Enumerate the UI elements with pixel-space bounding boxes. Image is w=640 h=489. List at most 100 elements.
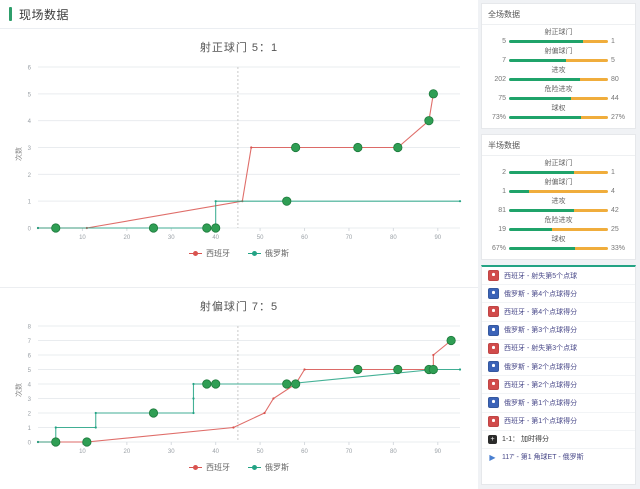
- event-row[interactable]: 西班牙 - 第2个点球得分: [482, 376, 635, 395]
- event-row[interactable]: 西班牙 - 射失第5个点球: [482, 267, 635, 286]
- chart-title-shots-off-target: 射偏球门 7：5: [199, 301, 279, 313]
- stat-label: 进攻: [551, 67, 566, 74]
- legend-item-russia-1[interactable]: 俄罗斯: [248, 248, 289, 259]
- chart-legend-1: 西班牙 俄罗斯: [0, 248, 478, 259]
- corner-flag-icon: ▶: [489, 452, 496, 462]
- svg-text:70: 70: [346, 449, 353, 455]
- chart-card-shots-off-target: 射偏球门 7：5 次数 0 1 2 3 4 5 6 7 8 10 20 30 40 50 60 70 80 90 …: [0, 288, 478, 489]
- legend-swatch-spain-icon: [189, 465, 202, 470]
- svg-text:80: 80: [390, 449, 397, 455]
- svg-text:30: 30: [168, 235, 175, 241]
- plot-area-shots-on-target: 次数 0 1 2 3 4 5 6 10 20 30 40 50 60 70 80 90: [10, 61, 468, 246]
- svg-text:50: 50: [257, 449, 264, 455]
- halftime-stats-title: 半场数据: [482, 135, 635, 156]
- sidebar: 全场数据 射正球门 5 1 射偏球门 7 5 进攻 202 80 危险进攻 75 44 球权 73% 27%…: [478, 0, 640, 488]
- svg-text:8: 8: [28, 325, 32, 331]
- chart-card-shots-on-target: 射正球门 5：1 次数 0 1 2 3 4 5 6 10 20 30 40 50 60 70 80 90 西班…: [0, 29, 478, 288]
- svg-text:90: 90: [434, 235, 441, 241]
- event-text: 俄罗斯 - 第4个点球得分: [504, 290, 578, 298]
- stat-bar-right: [583, 40, 608, 43]
- svg-text:80: 80: [390, 235, 397, 241]
- stat-track: [509, 247, 608, 250]
- chart-svg-shots-on-target: 0 1 2 3 4 5 6 10 20 30 40 50 60 70 80 90: [28, 66, 462, 241]
- page-title: 现场数据: [19, 7, 70, 22]
- stat-label: 进攻: [551, 198, 566, 205]
- svg-text:4: 4: [28, 119, 32, 125]
- stat-bar: 67% 33%: [487, 245, 630, 252]
- svg-text:10: 10: [79, 449, 86, 455]
- legend-label-spain-2: 西班牙: [206, 463, 230, 472]
- svg-text:6: 6: [28, 66, 32, 72]
- stat-row: 射偏球门 7 5: [487, 47, 630, 64]
- penalty-scored-icon: [488, 324, 499, 336]
- svg-text:2: 2: [28, 173, 32, 179]
- stat-value-left: 81: [498, 207, 506, 214]
- stat-row: 球权 73% 27%: [487, 104, 630, 121]
- stat-bar-right: [581, 116, 608, 119]
- event-row[interactable]: 西班牙 - 第4个点球得分: [482, 303, 635, 322]
- event-row[interactable]: 西班牙 - 第1个点球得分: [482, 413, 635, 431]
- stat-bar-right: [528, 190, 608, 193]
- stat-bar-right: [575, 247, 608, 250]
- stat-track: [509, 228, 608, 231]
- legend-item-spain-1[interactable]: 西班牙: [189, 248, 230, 259]
- event-text: 俄罗斯 - 第3个点球得分: [504, 327, 578, 335]
- svg-text:0: 0: [28, 227, 32, 233]
- stat-bar-left: [509, 209, 575, 212]
- chart-legend-2: 西班牙 俄罗斯: [0, 462, 478, 473]
- stat-track: [509, 171, 608, 174]
- stat-track: [509, 59, 608, 62]
- event-text: 西班牙 - 射失第3个点球: [504, 345, 578, 353]
- svg-text:60: 60: [301, 449, 308, 455]
- svg-text:30: 30: [168, 449, 175, 455]
- legend-swatch-spain-icon: [189, 251, 202, 256]
- stat-value-left: 202: [494, 76, 506, 83]
- chart-title-shots-on-target: 射正球门 5：1: [199, 42, 279, 54]
- stat-row: 危险进攻 75 44: [487, 85, 630, 102]
- penalty-missed-icon: [488, 270, 499, 282]
- svg-text:50: 50: [257, 235, 264, 241]
- legend-label-russia-2: 俄罗斯: [265, 463, 289, 472]
- event-text: 西班牙 - 第4个点球得分: [504, 308, 578, 316]
- stat-row: 射偏球门 1 4: [487, 178, 630, 195]
- stat-bar: 81 42: [487, 207, 630, 214]
- event-row[interactable]: 俄罗斯 - 第4个点球得分: [482, 285, 635, 304]
- event-row[interactable]: 俄罗斯 - 第2个点球得分: [482, 358, 635, 377]
- svg-text:7: 7: [28, 339, 32, 345]
- stat-track: [509, 190, 608, 193]
- stat-track: [509, 97, 608, 100]
- event-row[interactable]: 西班牙 - 射失第3个点球: [482, 340, 635, 358]
- stat-value-left: 75: [498, 95, 506, 102]
- svg-text:10: 10: [79, 235, 86, 241]
- stat-bar-left: [509, 190, 529, 193]
- stat-bar: 202 80: [487, 76, 630, 83]
- event-row[interactable]: 俄罗斯 - 第1个点球得分: [482, 394, 635, 413]
- stat-label: 射偏球门: [544, 179, 573, 186]
- stat-value-right: 33%: [611, 245, 626, 252]
- svg-text:2: 2: [28, 412, 32, 418]
- svg-text:4: 4: [28, 383, 32, 389]
- stat-label: 危险进攻: [544, 86, 573, 93]
- stat-bar-right: [574, 209, 608, 212]
- event-row[interactable]: 俄罗斯 - 第3个点球得分: [482, 322, 635, 340]
- legend-swatch-russia-icon: [248, 251, 261, 256]
- y-axis-label-1: 次数: [16, 146, 23, 161]
- stat-label: 射正球门: [544, 160, 573, 167]
- event-row[interactable]: ▶ 117' - 第1 角球ET - 俄罗斯: [482, 449, 635, 466]
- stat-bar: 19 25: [487, 226, 630, 233]
- svg-text:40: 40: [212, 449, 219, 455]
- stat-bar: 73% 27%: [487, 114, 630, 121]
- stat-track: [509, 209, 608, 212]
- legend-item-russia-2[interactable]: 俄罗斯: [248, 462, 289, 473]
- legend-item-spain-2[interactable]: 西班牙: [189, 462, 230, 473]
- stat-bar-right: [580, 78, 608, 81]
- legend-label-spain-1: 西班牙: [206, 249, 230, 258]
- match-events-card: 西班牙 - 射失第5个点球 俄罗斯 - 第4个点球得分 西班牙 - 第4个点球得分俄…: [481, 265, 636, 485]
- svg-text:6: 6: [28, 354, 32, 360]
- stat-row: 射正球门 2 1: [487, 159, 630, 176]
- page-header: 现场数据: [0, 0, 478, 29]
- event-row[interactable]: +1-1： 加时得分: [482, 431, 635, 449]
- event-text: 俄罗斯 - 第1个点球得分: [504, 399, 578, 407]
